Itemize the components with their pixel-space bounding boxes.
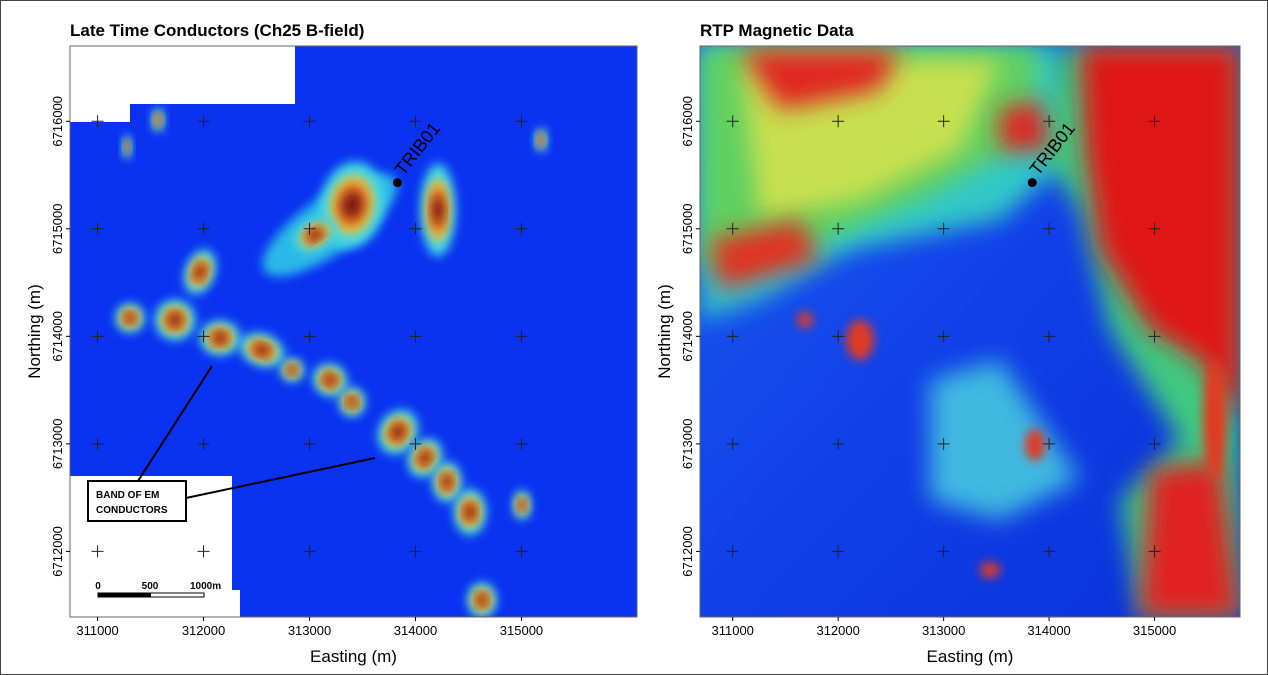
scale-bar: [98, 593, 151, 597]
x-tick-label: 313000: [922, 623, 965, 638]
anomaly: [214, 333, 226, 343]
anomaly: [348, 398, 356, 406]
field: [1203, 360, 1227, 480]
imagery: [700, 46, 1240, 617]
anomaly: [478, 595, 486, 605]
x-tick-label: 312000: [816, 623, 859, 638]
panel-title: Late Time Conductors (Ch25 B-field): [70, 21, 364, 40]
y-tick-label: 6714000: [50, 311, 65, 362]
anomaly: [126, 314, 134, 322]
scale-label: 500: [142, 581, 159, 592]
x-tick-label: 315000: [500, 623, 543, 638]
figure: Late Time Conductors (Ch25 B-field) Easti…: [0, 0, 1268, 675]
x-tick-label: 312000: [182, 623, 225, 638]
anomaly: [126, 144, 129, 151]
y-tick-label: 6715000: [680, 203, 695, 254]
x-axis-label: Easting (m): [927, 647, 1014, 666]
y-axis-label: Northing (m): [25, 284, 44, 378]
panel: RTP Magnetic Data Easting (m) Northing (m)…: [655, 21, 1240, 666]
anomaly: [433, 197, 443, 224]
x-tick-label: 314000: [394, 623, 437, 638]
x-tick-label: 315000: [1133, 623, 1176, 638]
panel: Late Time Conductors (Ch25 B-field) Easti…: [25, 21, 637, 666]
y-tick-label: 6712000: [50, 526, 65, 577]
field: [797, 312, 813, 328]
anomaly: [156, 117, 159, 124]
anomaly: [289, 367, 296, 374]
y-tick-label: 6716000: [680, 96, 695, 147]
y-tick-label: 6713000: [50, 419, 65, 470]
annotation-text: BAND OF EM: [96, 490, 159, 501]
drill-hole: [393, 178, 402, 187]
y-tick-label: 6713000: [680, 419, 695, 470]
field: [1025, 429, 1045, 461]
anomaly: [539, 137, 542, 144]
y-tick-label: 6716000: [50, 96, 65, 147]
field: [846, 320, 874, 360]
y-tick-label: 6712000: [680, 526, 695, 577]
field: [980, 562, 1000, 578]
anomaly: [465, 505, 474, 518]
x-axis-label: Easting (m): [310, 647, 397, 666]
panel-title: RTP Magnetic Data: [700, 21, 854, 40]
y-tick-label: 6715000: [50, 203, 65, 254]
anomaly: [443, 476, 451, 488]
x-tick-label: 313000: [288, 623, 331, 638]
annotation-text: CONDUCTORS: [96, 505, 168, 516]
x-tick-label: 311000: [76, 623, 118, 638]
anomaly: [519, 501, 524, 509]
y-tick-label: 6714000: [680, 311, 695, 362]
x-tick-label: 311000: [711, 623, 753, 638]
imagery: [70, 46, 637, 617]
anomaly: [169, 314, 181, 326]
y-axis-label: Northing (m): [655, 284, 674, 378]
drill-hole: [1028, 178, 1037, 187]
scale-label: 1000m: [190, 581, 221, 592]
scale-label: 0: [95, 581, 101, 592]
x-tick-label: 314000: [1027, 623, 1070, 638]
